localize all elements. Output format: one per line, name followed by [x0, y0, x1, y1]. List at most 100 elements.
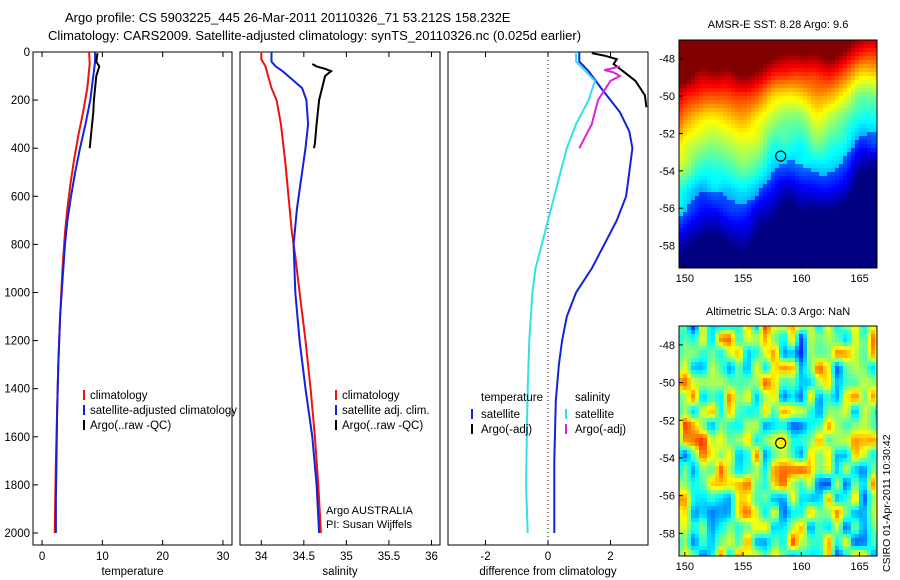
heatmap-cell	[767, 386, 772, 391]
heatmap-cell	[803, 366, 808, 371]
heatmap-cell	[755, 84, 760, 89]
heatmap-cell	[783, 88, 788, 93]
heatmap-cell	[855, 248, 860, 253]
heatmap-cell	[771, 434, 776, 439]
heatmap-cell	[711, 252, 716, 257]
heatmap-cell	[727, 530, 732, 535]
heatmap-cell	[711, 72, 716, 77]
heatmap-cell	[739, 522, 744, 527]
heatmap-cell	[707, 482, 712, 487]
heatmap-cell	[707, 116, 712, 121]
heatmap-cell	[823, 398, 828, 403]
heatmap-cell	[719, 192, 724, 197]
heatmap-cell	[683, 438, 688, 443]
heatmap-cell	[747, 450, 752, 455]
heatmap-cell	[739, 554, 744, 556]
heatmap-cell	[711, 80, 716, 85]
heatmap-cell	[835, 60, 840, 65]
heatmap-cell	[835, 84, 840, 89]
heatmap-cell	[787, 374, 792, 379]
heatmap-cell	[759, 442, 764, 447]
heatmap-cell	[759, 546, 764, 551]
heatmap-cell	[819, 366, 824, 371]
heatmap-cell	[679, 152, 684, 157]
heatmap-cell	[691, 76, 696, 81]
heatmap-cell	[731, 248, 736, 253]
heatmap-cell	[683, 64, 688, 69]
heatmap-cell	[711, 370, 716, 375]
heatmap-cell	[787, 68, 792, 73]
heatmap-cell	[751, 260, 756, 265]
heatmap-cell	[783, 478, 788, 483]
figure-title-line2: Climatology: CARS2009. Satellite-adjuste…	[48, 28, 582, 43]
heatmap-cell	[751, 64, 756, 69]
heatmap-cell	[791, 510, 796, 515]
heatmap-cell	[807, 494, 812, 499]
heatmap-cell	[859, 192, 864, 197]
heatmap-cell	[851, 248, 856, 253]
heatmap-cell	[747, 406, 752, 411]
heatmap-cell	[731, 530, 736, 535]
heatmap-cell	[687, 334, 692, 339]
heatmap-cell	[683, 538, 688, 543]
heatmap-cell	[775, 506, 780, 511]
heatmap-cell	[711, 76, 716, 81]
heatmap-cell	[875, 100, 877, 105]
heatmap-cell	[815, 434, 820, 439]
heatmap-cell	[715, 378, 720, 383]
heatmap-cell	[707, 494, 712, 499]
heatmap-cell	[735, 442, 740, 447]
heatmap-cell	[835, 128, 840, 133]
heatmap-cell	[799, 236, 804, 241]
heatmap-cell	[771, 192, 776, 197]
heatmap-cell	[703, 140, 708, 145]
heatmap-cell	[727, 378, 732, 383]
heatmap-cell	[715, 156, 720, 161]
heatmap-cell	[807, 116, 812, 121]
heatmap-cell	[807, 550, 812, 555]
heatmap-cell	[703, 148, 708, 153]
heatmap-cell	[719, 260, 724, 265]
heatmap-cell	[787, 152, 792, 157]
heatmap-cell	[823, 80, 828, 85]
heatmap-cell	[715, 224, 720, 229]
heatmap-cell	[763, 534, 768, 539]
heatmap-cell	[707, 216, 712, 221]
heatmap-cell	[695, 450, 700, 455]
heatmap-cell	[771, 438, 776, 443]
heatmap-cell	[763, 550, 768, 555]
heatmap-cell	[839, 80, 844, 85]
heatmap-cell	[771, 228, 776, 233]
heatmap-cell	[743, 390, 748, 395]
heatmap-cell	[759, 204, 764, 209]
heatmap-cell	[827, 68, 832, 73]
heatmap-cell	[779, 486, 784, 491]
heatmap-cell	[811, 136, 816, 141]
heatmap-cell	[719, 330, 724, 335]
heatmap-cell	[815, 438, 820, 443]
heatmap-cell	[739, 44, 744, 49]
heatmap-cell	[803, 514, 808, 519]
heatmap-cell	[695, 136, 700, 141]
heatmap-cell	[687, 522, 692, 527]
heatmap-cell	[859, 84, 864, 89]
heatmap-cell	[719, 216, 724, 221]
heatmap-cell	[815, 362, 820, 367]
heatmap-cell	[691, 338, 696, 343]
heatmap-cell	[703, 212, 708, 217]
heatmap-cell	[735, 88, 740, 93]
heatmap-cell	[803, 208, 808, 213]
heatmap-cell	[691, 438, 696, 443]
heatmap-cell	[799, 394, 804, 399]
heatmap-cell	[771, 72, 776, 77]
heatmap-cell	[771, 362, 776, 367]
heatmap-cell	[751, 522, 756, 527]
heatmap-cell	[683, 76, 688, 81]
heatmap-cell	[767, 188, 772, 193]
heatmap-cell	[747, 410, 752, 415]
heatmap-cell	[843, 132, 848, 137]
heatmap-cell	[835, 220, 840, 225]
heatmap-cell	[783, 192, 788, 197]
heatmap-cell	[767, 176, 772, 181]
heatmap-cell	[699, 148, 704, 153]
